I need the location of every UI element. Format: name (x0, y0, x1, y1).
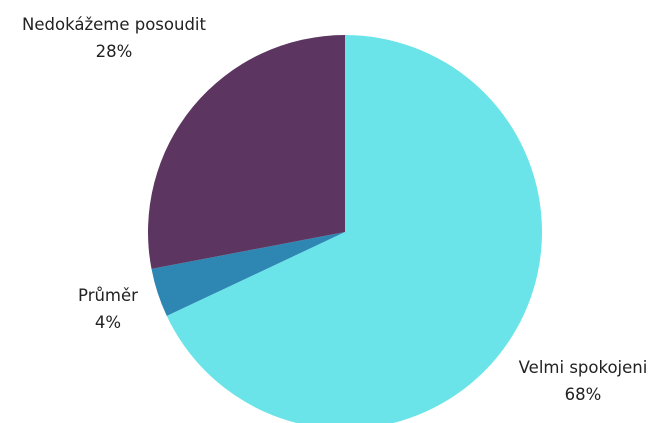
slice-label-prumer: Průměr (78, 286, 138, 305)
pie-slice-velmi-spokojeni (166, 35, 542, 423)
pie-labels: Velmi spokojeni 68% Průměr 4% Nedokážeme pos… (22, 15, 647, 404)
slice-value-velmi-spokojeni: 68% (565, 385, 602, 404)
pie-slices (148, 35, 542, 423)
slice-label-velmi-spokojeni: Velmi spokojeni (519, 358, 648, 377)
pie-slice-nedokazeme-posoudit (148, 35, 345, 269)
slice-value-nedokazeme-posoudit: 28% (96, 42, 133, 61)
pie-slice-prumer (151, 232, 345, 316)
slice-value-prumer: 4% (95, 313, 121, 332)
slice-label-nedokazeme-posoudit: Nedokážeme posoudit (22, 15, 206, 34)
